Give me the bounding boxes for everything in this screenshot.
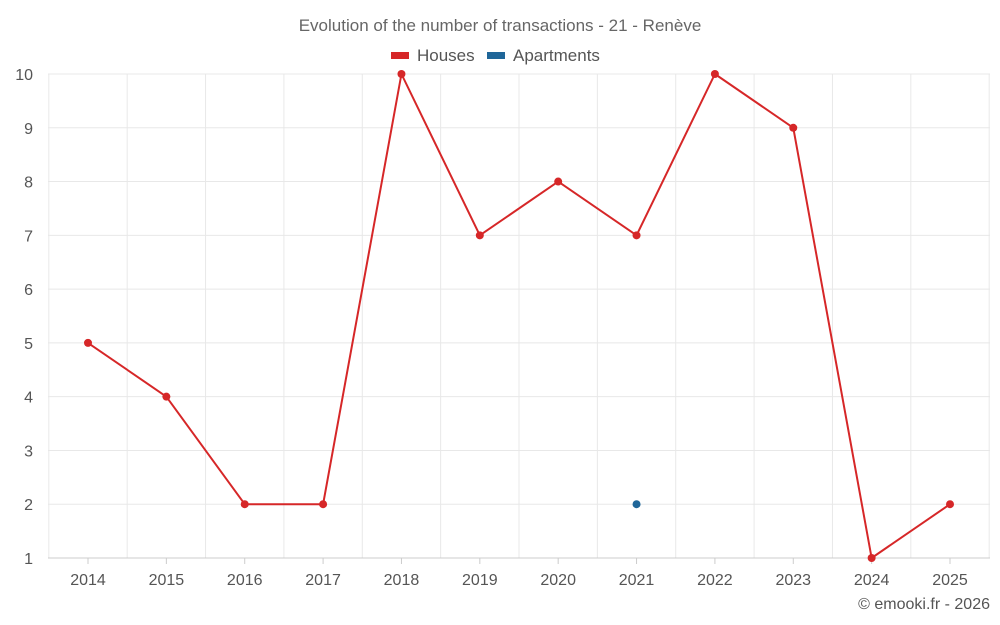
y-tick-label: 10 — [15, 67, 33, 84]
y-tick-label: 9 — [24, 121, 33, 138]
houses-data-point[interactable] — [162, 392, 171, 401]
y-tick-label: 6 — [24, 282, 33, 299]
x-tick-label: 2019 — [462, 572, 498, 589]
houses-data-point[interactable] — [710, 70, 719, 78]
y-tick-label: 8 — [24, 175, 33, 192]
houses-series-line — [87, 73, 951, 559]
x-tick-label: 2015 — [149, 572, 185, 589]
x-tick-label: 2025 — [932, 572, 968, 589]
legend-item-houses[interactable]: Houses — [417, 46, 475, 65]
y-axis-ticks: 1 2 3 4 5 6 7 8 9 10 — [15, 67, 33, 568]
legend-item-apartments[interactable]: Apartments — [513, 46, 600, 65]
chart-title: Evolution of the number of transactions … — [299, 16, 702, 35]
houses-data-point[interactable] — [397, 70, 406, 78]
legend: Houses Apartments — [391, 46, 600, 65]
houses-data-point[interactable] — [946, 500, 954, 509]
apartments-data-point[interactable] — [632, 500, 641, 509]
x-tick-label: 2022 — [697, 572, 733, 589]
y-tick-label: 5 — [24, 336, 33, 353]
houses-data-point[interactable] — [319, 500, 328, 509]
houses-data-point[interactable] — [554, 177, 563, 186]
series-layer — [84, 70, 954, 562]
legend-swatch-houses — [391, 52, 409, 59]
x-tick-label: 2021 — [619, 572, 655, 589]
x-tick-label: 2020 — [540, 572, 576, 589]
y-tick-label: 4 — [24, 390, 33, 407]
y-tick-label: 3 — [24, 443, 33, 460]
x-axis-ticks: 2014 2015 2016 2017 2018 2019 2020 2021 2022 2023… — [70, 558, 968, 589]
houses-data-point[interactable] — [632, 231, 641, 240]
y-tick-label: 7 — [24, 228, 33, 245]
x-tick-label: 2014 — [70, 572, 106, 589]
x-tick-label: 2023 — [775, 572, 811, 589]
y-tick-label: 1 — [24, 551, 33, 568]
houses-data-point[interactable] — [789, 123, 798, 132]
houses-data-point[interactable] — [475, 231, 484, 240]
houses-data-point[interactable] — [84, 338, 92, 347]
x-tick-label: 2017 — [305, 572, 341, 589]
legend-swatch-apartments — [487, 52, 505, 59]
x-tick-label: 2024 — [854, 572, 890, 589]
credit-text: © emooki.fr - 2026 — [858, 596, 990, 613]
y-tick-label: 2 — [24, 497, 33, 514]
grid — [48, 73, 990, 559]
houses-data-point[interactable] — [240, 500, 249, 509]
x-tick-label: 2018 — [384, 572, 420, 589]
houses-data-point[interactable] — [867, 554, 876, 562]
x-tick-label: 2016 — [227, 572, 263, 589]
